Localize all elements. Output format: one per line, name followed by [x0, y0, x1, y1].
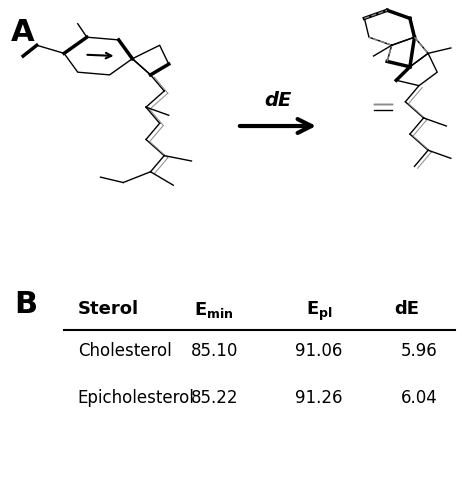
- Text: 85.10: 85.10: [191, 342, 238, 360]
- Text: E$_\mathregular{pl}$: E$_\mathregular{pl}$: [306, 300, 332, 323]
- Text: Sterol: Sterol: [78, 300, 139, 318]
- Text: E$_\mathregular{min}$: E$_\mathregular{min}$: [194, 300, 234, 319]
- Text: 6.04: 6.04: [401, 390, 438, 407]
- Text: 91.26: 91.26: [295, 390, 343, 407]
- Text: Cholesterol: Cholesterol: [78, 342, 172, 360]
- Text: 5.96: 5.96: [401, 342, 438, 360]
- Text: Epicholesterol: Epicholesterol: [78, 390, 195, 407]
- Text: dE: dE: [264, 91, 292, 110]
- Text: A: A: [10, 18, 34, 48]
- Text: 85.22: 85.22: [191, 390, 238, 407]
- Text: B: B: [14, 290, 37, 318]
- Text: dE: dE: [394, 300, 419, 318]
- Text: 91.06: 91.06: [295, 342, 343, 360]
